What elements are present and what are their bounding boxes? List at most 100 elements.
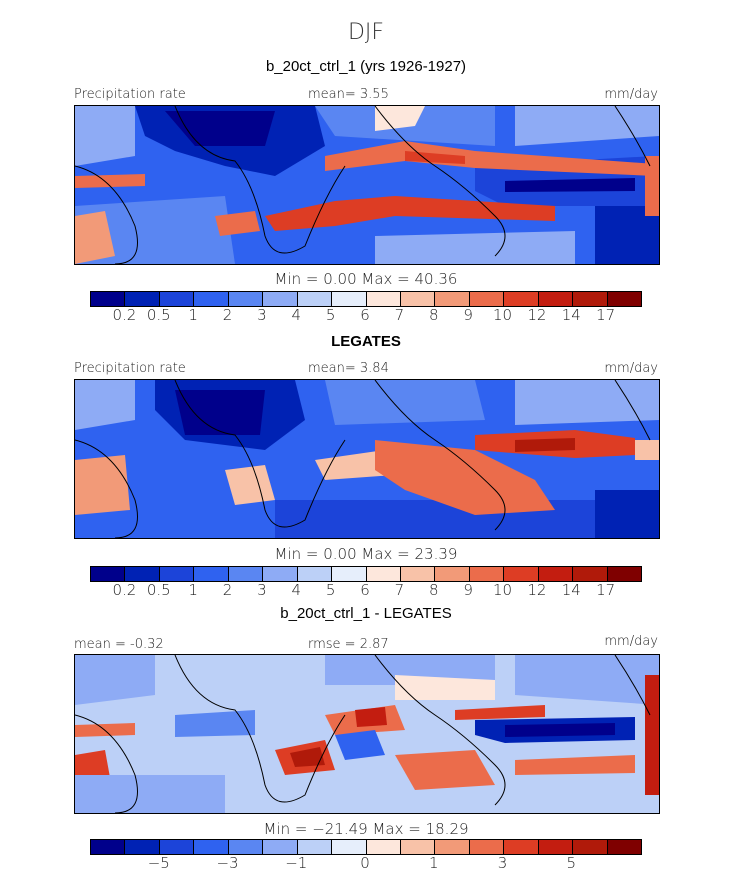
colorbar-tick-label: 10 bbox=[492, 581, 513, 599]
colorbar-tick-label: 5 bbox=[325, 306, 336, 324]
colorbar-swatch bbox=[228, 840, 264, 854]
colorbar-swatch bbox=[91, 840, 126, 854]
panel-1-map bbox=[74, 105, 660, 265]
panel-1-title: b_20ct_ctrl_1 (yrs 1926-1927) bbox=[265, 58, 467, 75]
panel-3-minmax: Min = −21.49 Max = 18.29 bbox=[263, 820, 469, 838]
panel-2-variable-label: Precipitation rate bbox=[74, 361, 186, 376]
colorbar-swatch bbox=[607, 840, 641, 854]
colorbar-swatch bbox=[125, 567, 160, 581]
colorbar-tick-label: 2 bbox=[222, 581, 233, 599]
colorbar-swatch bbox=[504, 292, 539, 306]
colorbar-swatch bbox=[573, 292, 608, 306]
colorbar-swatch bbox=[159, 567, 195, 581]
colorbar-swatch bbox=[504, 840, 539, 854]
colorbar-swatch bbox=[263, 567, 298, 581]
colorbar-swatch bbox=[469, 292, 505, 306]
colorbar-swatch bbox=[538, 840, 574, 854]
panel-2-map bbox=[74, 379, 660, 539]
colorbar-swatch bbox=[159, 840, 195, 854]
colorbar-tick-label: 17 bbox=[596, 306, 616, 324]
panel-3-mean-label: mean = -0.32 bbox=[74, 637, 164, 652]
colorbar-tick-label: 1 bbox=[428, 854, 439, 872]
colorbar-swatch bbox=[297, 840, 333, 854]
panel-1-variable-label: Precipitation rate bbox=[74, 87, 186, 102]
colorbar-tick-label: 8 bbox=[428, 581, 439, 599]
panel-3-map bbox=[74, 654, 660, 814]
colorbar-swatch bbox=[435, 840, 470, 854]
colorbar-swatch bbox=[366, 292, 401, 306]
colorbar-tick-label: 9 bbox=[463, 306, 473, 324]
colorbar-swatch bbox=[573, 567, 608, 581]
colorbar-tick-label: −3 bbox=[216, 854, 239, 872]
colorbar-tick-label: 1 bbox=[188, 306, 198, 324]
colorbar-swatch bbox=[400, 840, 436, 854]
colorbar-tick-label: 12 bbox=[527, 306, 547, 324]
colorbar-swatch bbox=[297, 567, 333, 581]
colorbar-tick-label: 10 bbox=[492, 306, 513, 324]
colorbar-swatch bbox=[435, 567, 470, 581]
colorbar-swatch bbox=[366, 567, 401, 581]
colorbar-tick-label: 2 bbox=[222, 306, 233, 324]
colorbar-tick-label: 3 bbox=[257, 306, 267, 324]
panel-1-units-label: mm/day bbox=[604, 87, 658, 102]
panel-3-rmse-label: rmse = 2.87 bbox=[308, 637, 389, 652]
colorbar-tick-label: 6 bbox=[360, 306, 370, 324]
panel-3-units-label: mm/day bbox=[604, 634, 658, 649]
colorbar-tick-label: 17 bbox=[596, 581, 616, 599]
colorbar-swatch bbox=[91, 567, 126, 581]
colorbar-swatch bbox=[194, 292, 229, 306]
colorbar-tick-label: 7 bbox=[394, 306, 405, 324]
colorbar-swatch bbox=[607, 567, 641, 581]
colorbar-swatch bbox=[263, 292, 298, 306]
colorbar-tick-label: 0.5 bbox=[146, 581, 171, 599]
season-title: DJF bbox=[347, 20, 385, 45]
panel-2-minmax: Min = 0.00 Max = 23.39 bbox=[274, 545, 458, 563]
colorbar-tick-label: −5 bbox=[147, 854, 170, 872]
panel-1-mean-label: mean= 3.55 bbox=[308, 87, 389, 102]
panel-3-colorbar bbox=[90, 839, 642, 855]
colorbar-swatch bbox=[297, 292, 333, 306]
colorbar-tick-label: 9 bbox=[463, 581, 473, 599]
colorbar-tick-label: 0.2 bbox=[112, 581, 137, 599]
colorbar-swatch bbox=[332, 567, 367, 581]
colorbar-swatch bbox=[366, 840, 401, 854]
colorbar-swatch bbox=[125, 292, 160, 306]
colorbar-swatch bbox=[607, 292, 641, 306]
colorbar-swatch bbox=[228, 292, 264, 306]
colorbar-tick-label: −1 bbox=[285, 854, 308, 872]
colorbar-tick-label: 14 bbox=[561, 581, 581, 599]
colorbar-swatch bbox=[469, 567, 505, 581]
colorbar-swatch bbox=[194, 840, 229, 854]
colorbar-tick-label: 14 bbox=[561, 306, 581, 324]
panel-2-mean-label: mean= 3.84 bbox=[308, 361, 389, 376]
panel-3-title: b_20ct_ctrl_1 - LEGATES bbox=[280, 605, 452, 622]
colorbar-swatch bbox=[228, 567, 264, 581]
panel-2-units-label: mm/day bbox=[604, 361, 658, 376]
colorbar-tick-label: 3 bbox=[497, 854, 508, 872]
colorbar-swatch bbox=[504, 567, 539, 581]
colorbar-swatch bbox=[538, 292, 574, 306]
colorbar-tick-label: 5 bbox=[566, 854, 577, 872]
colorbar-tick-label: 8 bbox=[428, 306, 439, 324]
colorbar-tick-label: 5 bbox=[325, 581, 336, 599]
colorbar-tick-label: 6 bbox=[360, 581, 370, 599]
colorbar-tick-label: 4 bbox=[291, 306, 302, 324]
colorbar-tick-label: 0 bbox=[360, 854, 370, 872]
panel-1-minmax: Min = 0.00 Max = 40.36 bbox=[274, 270, 458, 288]
panel-2-colorbar bbox=[90, 566, 642, 582]
colorbar-swatch bbox=[91, 292, 126, 306]
colorbar-swatch bbox=[469, 840, 505, 854]
colorbar-swatch bbox=[400, 292, 436, 306]
colorbar-swatch bbox=[332, 292, 367, 306]
colorbar-tick-label: 0.5 bbox=[146, 306, 171, 324]
colorbar-tick-label: 7 bbox=[394, 581, 405, 599]
colorbar-tick-label: 1 bbox=[188, 581, 198, 599]
panel-2-title: LEGATES bbox=[331, 333, 401, 350]
colorbar-tick-label: 4 bbox=[291, 581, 302, 599]
colorbar-swatch bbox=[194, 567, 229, 581]
colorbar-swatch bbox=[400, 567, 436, 581]
colorbar-swatch bbox=[538, 567, 574, 581]
colorbar-swatch bbox=[573, 840, 608, 854]
panel-1-colorbar bbox=[90, 291, 642, 307]
colorbar-swatch bbox=[332, 840, 367, 854]
